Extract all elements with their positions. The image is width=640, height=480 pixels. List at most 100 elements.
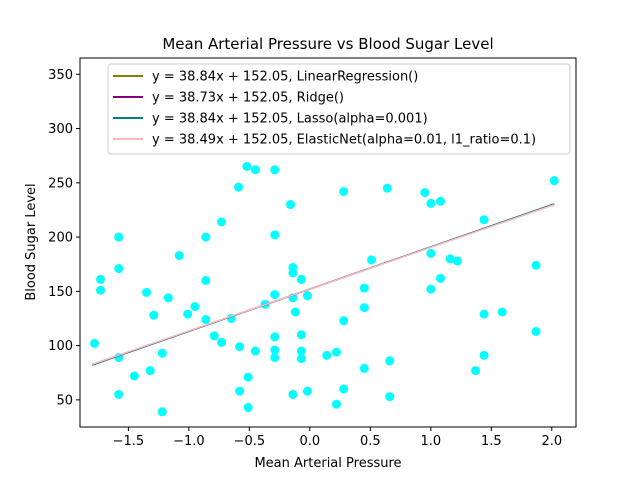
scatter-point bbox=[157, 348, 167, 358]
scatter-point bbox=[96, 274, 106, 284]
scatter-point bbox=[157, 407, 167, 417]
scatter-point bbox=[385, 392, 395, 402]
regression-lines bbox=[91, 203, 555, 366]
scatter-point bbox=[302, 386, 312, 396]
scatter-point bbox=[183, 309, 193, 319]
scatter-point bbox=[471, 366, 481, 376]
scatter-point bbox=[426, 284, 436, 294]
x-tick-label: −0.5 bbox=[234, 434, 266, 449]
scatter-point bbox=[479, 215, 489, 225]
scatter-point bbox=[285, 200, 295, 210]
scatter-point bbox=[296, 274, 306, 284]
scatter-point bbox=[270, 165, 280, 175]
scatter-point bbox=[445, 254, 455, 264]
scatter-point bbox=[235, 342, 245, 352]
scatter-point bbox=[296, 354, 306, 364]
scatter-point bbox=[296, 330, 306, 340]
scatter-point bbox=[270, 353, 280, 363]
scatter-point bbox=[382, 183, 392, 193]
scatter-point bbox=[420, 188, 430, 198]
y-tick-label: 350 bbox=[48, 68, 73, 83]
scatter-point bbox=[201, 315, 211, 325]
scatter-point bbox=[479, 350, 489, 360]
scatter-point bbox=[302, 291, 312, 301]
scatter-point bbox=[233, 182, 243, 192]
legend-label-3: y = 38.84x + 152.05, Lasso(alpha=0.001) bbox=[152, 112, 428, 127]
scatter-point bbox=[322, 350, 332, 360]
scatter-point bbox=[452, 256, 462, 266]
scatter-point bbox=[190, 302, 200, 312]
scatter-point bbox=[426, 248, 436, 258]
scatter-point bbox=[235, 386, 245, 396]
scatter-point bbox=[217, 337, 227, 347]
x-tick-label: −1.5 bbox=[113, 434, 145, 449]
legend: y = 38.84x + 152.05, LinearRegression() y… bbox=[107, 63, 571, 155]
scatter-point bbox=[174, 251, 184, 261]
scatter-point bbox=[201, 232, 211, 242]
scatter-point bbox=[367, 255, 377, 265]
scatter-point bbox=[242, 162, 252, 172]
scatter-point bbox=[385, 356, 395, 366]
y-tick-label: 250 bbox=[48, 176, 73, 191]
scatter-point bbox=[426, 198, 436, 208]
scatter-point bbox=[359, 303, 369, 313]
scatter-point bbox=[331, 347, 341, 357]
scatter-point bbox=[250, 165, 260, 175]
scatter-point bbox=[90, 338, 100, 348]
scatter-point bbox=[270, 230, 280, 240]
scatter-point bbox=[145, 366, 155, 376]
y-axis-title: Blood Sugar Level bbox=[24, 183, 39, 300]
y-tick-label: 50 bbox=[56, 393, 73, 408]
scatter-point bbox=[288, 268, 298, 278]
y-tick-label: 300 bbox=[48, 122, 73, 137]
scatter-points bbox=[90, 162, 559, 417]
x-tick-label: 0.5 bbox=[360, 434, 381, 449]
y-tick-label: 200 bbox=[48, 231, 73, 246]
scatter-point bbox=[114, 389, 124, 399]
scatter-point bbox=[270, 290, 280, 300]
scatter-point bbox=[114, 232, 124, 242]
scatter-point bbox=[549, 176, 559, 186]
scatter-point bbox=[479, 309, 489, 319]
scatter-point bbox=[217, 217, 227, 227]
legend-label-2: y = 38.73x + 152.05, Ridge() bbox=[152, 91, 344, 106]
scatter-point bbox=[531, 260, 541, 270]
legend-label-1: y = 38.84x + 152.05, LinearRegression() bbox=[152, 70, 418, 85]
scatter-point bbox=[436, 196, 446, 206]
scatter-point bbox=[359, 363, 369, 373]
scatter-point bbox=[359, 283, 369, 293]
x-axis-ticks: −1.5 −1.0 −0.5 0.0 0.5 1.0 1.5 2.0 bbox=[113, 427, 562, 449]
scatter-point bbox=[497, 307, 507, 317]
scatter-point bbox=[163, 293, 173, 303]
scatter-point bbox=[129, 371, 139, 381]
scatter-point bbox=[142, 287, 152, 297]
chart-title: Mean Arterial Pressure vs Blood Sugar Le… bbox=[162, 35, 493, 53]
x-tick-label: −1.0 bbox=[173, 434, 205, 449]
scatter-point bbox=[209, 331, 219, 341]
regression-line-4 bbox=[91, 204, 555, 366]
scatter-point bbox=[331, 399, 341, 409]
scatter-point bbox=[436, 273, 446, 283]
x-tick-label: 1.0 bbox=[420, 434, 441, 449]
x-axis-title: Mean Arterial Pressure bbox=[254, 456, 401, 471]
scatter-point bbox=[288, 389, 298, 399]
scatter-point bbox=[201, 275, 211, 285]
scatter-point bbox=[339, 316, 349, 326]
scatter-point bbox=[290, 307, 300, 317]
x-tick-label: 0.0 bbox=[300, 434, 321, 449]
legend-label-4: y = 38.49x + 152.05, ElasticNet(alpha=0.… bbox=[152, 133, 536, 148]
scatter-point bbox=[243, 372, 253, 382]
y-tick-label: 100 bbox=[48, 339, 73, 354]
scatter-point bbox=[243, 402, 253, 412]
legend-box bbox=[107, 63, 571, 155]
scatter-point bbox=[339, 384, 349, 394]
y-tick-label: 150 bbox=[48, 285, 73, 300]
scatter-point bbox=[96, 285, 106, 295]
y-axis-ticks: 50 100 150 200 250 300 350 bbox=[48, 68, 80, 408]
plot-frame bbox=[79, 57, 577, 428]
scatter-point bbox=[296, 346, 306, 356]
scatter-point bbox=[531, 326, 541, 336]
x-tick-label: 2.0 bbox=[541, 434, 562, 449]
scatter-point bbox=[270, 332, 280, 342]
